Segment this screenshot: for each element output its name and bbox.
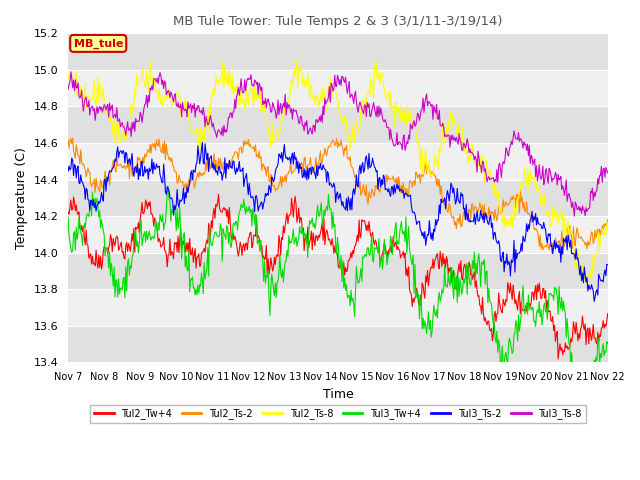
Bar bbox=[68, 180, 608, 216]
Bar bbox=[68, 216, 608, 252]
Bar bbox=[68, 70, 608, 107]
Y-axis label: Temperature (C): Temperature (C) bbox=[15, 147, 28, 249]
Bar bbox=[68, 33, 608, 70]
X-axis label: Time: Time bbox=[323, 388, 353, 401]
Legend: Tul2_Tw+4, Tul2_Ts-2, Tul2_Ts-8, Tul3_Tw+4, Tul3_Ts-2, Tul3_Ts-8: Tul2_Tw+4, Tul2_Ts-2, Tul2_Ts-8, Tul3_Tw… bbox=[90, 405, 586, 423]
Bar bbox=[68, 107, 608, 143]
Bar bbox=[68, 252, 608, 289]
Title: MB Tule Tower: Tule Temps 2 & 3 (3/1/11-3/19/14): MB Tule Tower: Tule Temps 2 & 3 (3/1/11-… bbox=[173, 15, 502, 28]
Bar bbox=[68, 326, 608, 362]
Bar bbox=[68, 289, 608, 326]
Bar bbox=[68, 143, 608, 180]
Text: MB_tule: MB_tule bbox=[74, 38, 123, 48]
